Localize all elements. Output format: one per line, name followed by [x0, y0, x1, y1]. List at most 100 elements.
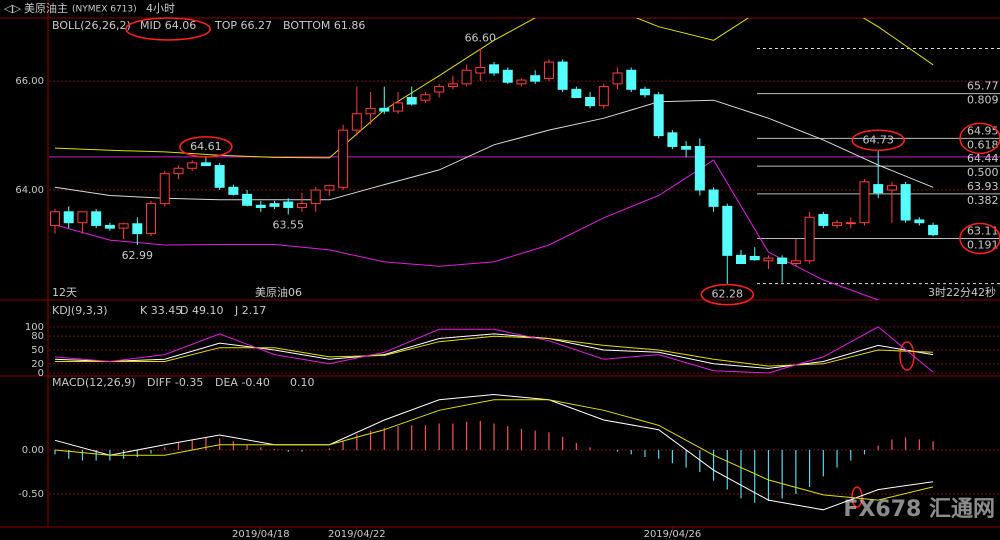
legend-item: TOP 66.27	[214, 19, 272, 32]
highlight-ellipse	[125, 17, 211, 41]
footer-label: 12天	[52, 286, 77, 299]
y-tick-label: 20	[31, 359, 44, 370]
highlight-ellipse	[959, 222, 1000, 255]
plot-area	[54, 326, 934, 374]
candle-body	[749, 255, 760, 261]
candle-body	[393, 102, 403, 112]
candle-body	[530, 75, 541, 82]
highlight-ellipse	[851, 486, 863, 508]
highlight-ellipse	[959, 122, 1000, 155]
indicator-line	[54, 333, 934, 369]
candle-body	[296, 203, 307, 208]
candle-body	[790, 260, 801, 265]
header-period[interactable]: 4小时	[146, 2, 175, 15]
indicator-line	[54, 326, 934, 374]
candle-body	[420, 94, 431, 101]
candle-body	[91, 211, 102, 226]
candle-body	[447, 83, 458, 88]
candle-body	[832, 222, 843, 226]
candle-body	[667, 132, 678, 147]
candle-body	[173, 167, 184, 175]
candle-body	[736, 254, 746, 265]
highlight-ellipse	[851, 129, 905, 152]
candle-body	[434, 86, 445, 93]
price-annotation: 64.61	[190, 140, 222, 153]
fib-price: 65.77	[967, 80, 999, 93]
candle-body	[708, 189, 719, 207]
fib-ratio: 0.618	[967, 138, 999, 151]
indicator-line	[54, 393, 934, 511]
candle-body	[900, 184, 911, 221]
candle-body	[543, 61, 554, 79]
candle-body	[845, 222, 856, 225]
legend-item: DIFF -0.35	[147, 376, 203, 389]
nav-icons[interactable]: ◁▷	[4, 2, 21, 15]
price-annotation: 66.60	[465, 31, 497, 44]
price-annotation: 63.55	[272, 219, 304, 232]
legend-item: K 33.45	[140, 304, 182, 317]
y-tick-label: -0.50	[18, 489, 44, 500]
highlight-ellipse	[700, 283, 755, 306]
fib-ratio: 0.809	[967, 94, 999, 107]
fib-ratio: 0.500	[967, 166, 999, 179]
candle-body	[159, 173, 170, 205]
candle-body	[804, 216, 815, 262]
candle-body	[461, 69, 472, 85]
legend-item: 0.10	[290, 376, 315, 389]
fib-price: 64.95	[967, 124, 999, 137]
indicator-line	[54, 18, 934, 159]
fib-price: 63.93	[967, 180, 999, 193]
fib-ratio: 0.382	[967, 194, 999, 207]
candle-body	[475, 67, 486, 74]
candle-body	[406, 96, 417, 105]
candle-body	[571, 88, 582, 98]
indicator-line	[55, 335, 934, 367]
header-title: 美原油主	[24, 1, 68, 15]
candle-body	[283, 201, 294, 208]
candle-body	[310, 189, 321, 205]
candle-body	[132, 223, 143, 235]
candle-body	[694, 145, 705, 191]
candle-body	[681, 145, 692, 150]
footer-label: 3时22分42秒	[928, 285, 996, 299]
candle-body	[118, 223, 129, 229]
highlight-ellipse	[179, 136, 233, 158]
candle-body	[914, 219, 925, 224]
legend-item: KDJ(9,3,3)	[52, 304, 108, 317]
candle-body	[50, 211, 60, 226]
candle-body	[859, 181, 870, 224]
candle-body	[777, 257, 788, 265]
x-tick-label: 2019/04/26	[644, 529, 702, 540]
candle-body	[818, 214, 829, 226]
x-tick-label: 2019/04/22	[328, 529, 386, 540]
candle-body	[146, 203, 157, 235]
candle-body	[873, 184, 884, 194]
candle-body	[242, 193, 253, 206]
candle-body	[502, 69, 513, 83]
legend-item: BOTTOM 61.86	[283, 19, 365, 32]
indicator-line	[54, 99, 934, 201]
plot-area	[54, 393, 934, 511]
fib-ratio: 0.191	[967, 238, 999, 251]
plot-area	[49, 18, 1000, 300]
legend-item: MACD(12,26,9)	[52, 376, 136, 389]
price-annotation: 62.28	[712, 288, 744, 301]
legend-item: DEA -0.40	[215, 376, 270, 389]
candle-body	[77, 211, 88, 224]
candle-body	[598, 86, 609, 107]
candle-body	[722, 205, 733, 256]
candle-body	[338, 129, 349, 188]
candle-body	[557, 61, 568, 90]
candle-body	[228, 186, 239, 195]
candle-body	[612, 72, 623, 85]
candle-body	[886, 185, 897, 191]
legend-item: BOLL(26,26,2)	[52, 19, 131, 32]
legend-item: D 49.10	[180, 304, 223, 317]
candle-body	[324, 185, 335, 191]
candle-body	[639, 88, 650, 96]
y-tick-label: 100	[25, 322, 44, 333]
y-tick-label: 0.00	[22, 445, 44, 456]
y-tick-label: 66.00	[15, 76, 44, 87]
candle-body	[928, 224, 939, 236]
y-tick-label: 80	[31, 331, 44, 342]
